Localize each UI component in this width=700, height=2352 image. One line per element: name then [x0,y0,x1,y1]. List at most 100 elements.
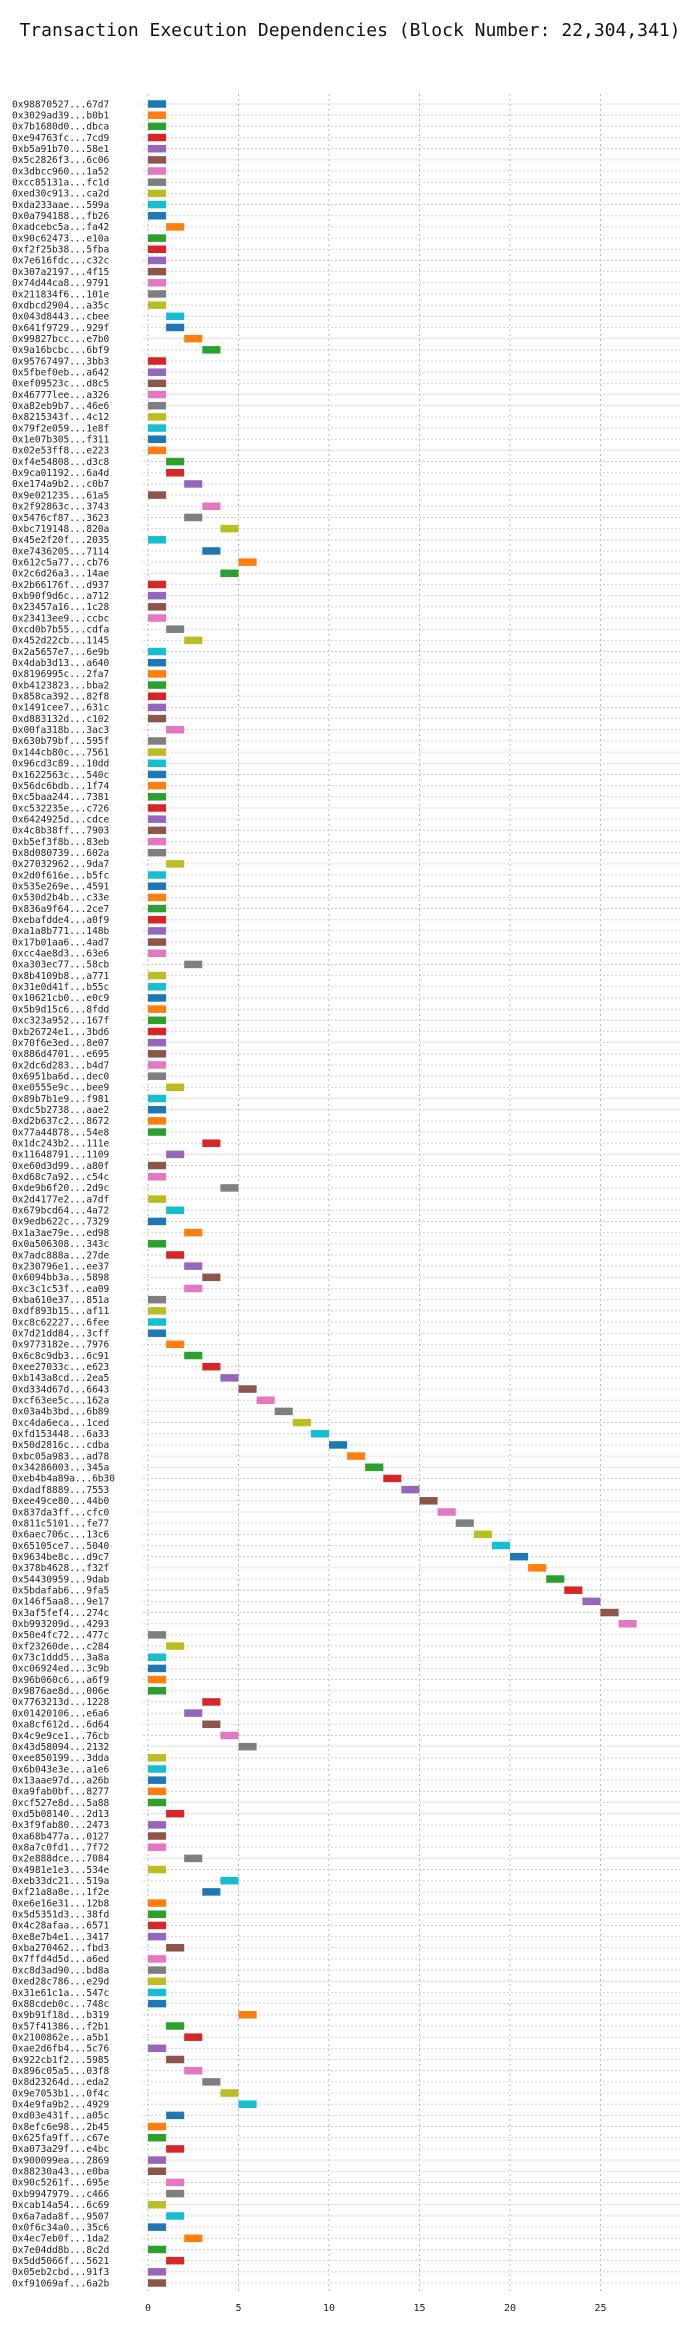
y-tick-label: 0x02e53ff8...e223 [12,446,109,457]
transaction-bar [419,1497,438,1505]
y-tick-label: 0xda233aae...599a [12,200,109,211]
transaction-bar [220,524,239,533]
transaction-bar [184,334,203,343]
transaction-bar [148,1105,167,1114]
chart-title: Transaction Execution Dependencies (Bloc… [19,20,681,41]
transaction-bar [184,480,203,488]
transaction-bar [202,1362,221,1371]
transaction-bar [148,748,167,756]
transaction-bar [184,960,203,969]
y-tick-label: 0x9b91f18d...b319 [12,2010,110,2021]
y-tick-label: 0x27032962...9da7 [12,859,109,870]
y-tick-label: 0x144cb80c...7561 [12,747,110,758]
y-tick-label: 0x211834f6...101e [12,289,110,300]
transaction-bar [148,770,167,779]
y-tick-label: 0xfd153448...6a33 [12,1429,109,1440]
y-tick-label: 0xb26724e1...3bd6 [12,1027,110,1038]
y-tick-label: 0x4c8b38ff...7903 [12,826,109,837]
transaction-bar [148,1832,167,1840]
transaction-bar [202,1698,221,1706]
transaction-bar [148,837,167,846]
transaction-bar [148,1295,167,1304]
transaction-bar [148,1318,167,1326]
y-tick-label: 0xd2b637c2...8672 [12,1116,109,1127]
transaction-bar [148,167,167,175]
transaction-bar [148,949,167,958]
transaction-bar [148,848,167,857]
x-tick-label: 25 [594,2303,606,2314]
transaction-bar [166,2022,185,2030]
transaction-bar [148,781,167,790]
transaction-bar [166,1809,185,1818]
y-tick-label: 0xe0555e9c...bee9 [12,1083,110,1094]
transaction-bar [184,1284,203,1293]
transaction-bar [148,211,167,220]
y-tick-label: 0xe7436205...7114 [12,546,110,557]
transaction-bar [166,1340,185,1349]
transaction-bar [148,491,167,499]
y-tick-label: 0x01420106...e6a6 [12,1708,110,1719]
transaction-bar [148,1921,167,1930]
y-tick-label: 0x8196995c...2fa7 [12,669,109,680]
transaction-bar [220,1374,239,1382]
transaction-bar [166,2256,185,2265]
y-tick-label: 0xdc5b2738...aae2 [12,1105,109,1116]
y-tick-label: 0x3029ad39...b0b1 [12,110,110,121]
transaction-bar [148,1631,167,1639]
transaction-bar [148,815,167,823]
y-tick-label: 0xe174a9b2...c0b7 [12,479,109,490]
transaction-bar [148,267,167,276]
transaction-bar [148,2122,167,2131]
y-tick-label: 0x9a16bcbc...6bf9 [12,345,110,356]
y-tick-label: 0x03a4b3bd...6b89 [12,1407,110,1418]
transaction-bar [148,994,167,1002]
transaction-bar [148,156,167,164]
y-tick-label: 0x5c2826f3...6c06 [12,155,110,166]
transaction-bar [148,234,167,242]
y-tick-label: 0x96b060c6...a6f9 [12,1675,110,1686]
y-tick-label: 0xcf63ee5c...162a [12,1396,109,1407]
y-tick-label: 0x2d4177e2...a7df [12,1194,109,1205]
y-tick-label: 0x8d080739...602a [12,848,109,859]
transaction-bar [148,1653,167,1661]
transaction-bar [220,2089,239,2097]
y-tick-label: 0xcc85131a...fc1d [12,178,109,189]
transaction-bar [148,703,167,712]
transaction-bar [148,681,167,689]
transaction-bar [148,1977,167,1986]
transaction-bar [202,2078,221,2086]
y-tick-label: 0x7d21dd84...3cff [12,1328,109,1339]
y-tick-label: 0x00fa318b...3ac3 [12,725,109,736]
transaction-bar [148,189,167,198]
y-tick-label: 0x922cb1f2...5985 [12,2055,109,2066]
y-tick-label: 0xb90f9d6c...a712 [12,591,109,602]
y-tick-label: 0xb993209d...4293 [12,1619,109,1630]
transaction-bar [238,1385,257,1393]
transaction-bar [148,737,167,745]
y-tick-label: 0x230796e1...ee37 [12,1261,109,1272]
transaction-bar [148,938,167,946]
transaction-bar [148,279,167,287]
transaction-bar [148,591,167,600]
y-tick-label: 0x641f9729...929f [12,323,109,334]
y-tick-label: 0x2b66176f...d937 [12,580,109,591]
y-tick-label: 0x146f5aa8...9e17 [12,1597,109,1608]
transaction-bar [148,1128,167,1136]
y-tick-label: 0xa68b477a...0127 [12,1831,109,1842]
transaction-bar [148,1329,167,1337]
transaction-bar [220,1731,239,1740]
transaction-bar [148,1687,167,1695]
transaction-bar [148,1050,167,1058]
transaction-bar [148,793,167,801]
y-tick-label: 0x837da3ff...cfc0 [12,1507,110,1518]
transaction-bar [528,1564,547,1572]
transaction-bar [148,603,167,611]
y-tick-label: 0x89b7b1e9...f981 [12,1094,110,1105]
transaction-bar [148,971,167,980]
y-tick-label: 0x9e7053b1...0f4c [12,2088,109,2099]
y-tick-label: 0x5bdafab6...9fa5 [12,1585,109,1596]
y-tick-label: 0x679bcd64...4a72 [12,1206,109,1217]
transaction-bar [148,904,167,913]
y-tick-label: 0x811c5101...fe77 [12,1518,109,1529]
y-tick-label: 0x8efc6e98...2b45 [12,2122,109,2133]
